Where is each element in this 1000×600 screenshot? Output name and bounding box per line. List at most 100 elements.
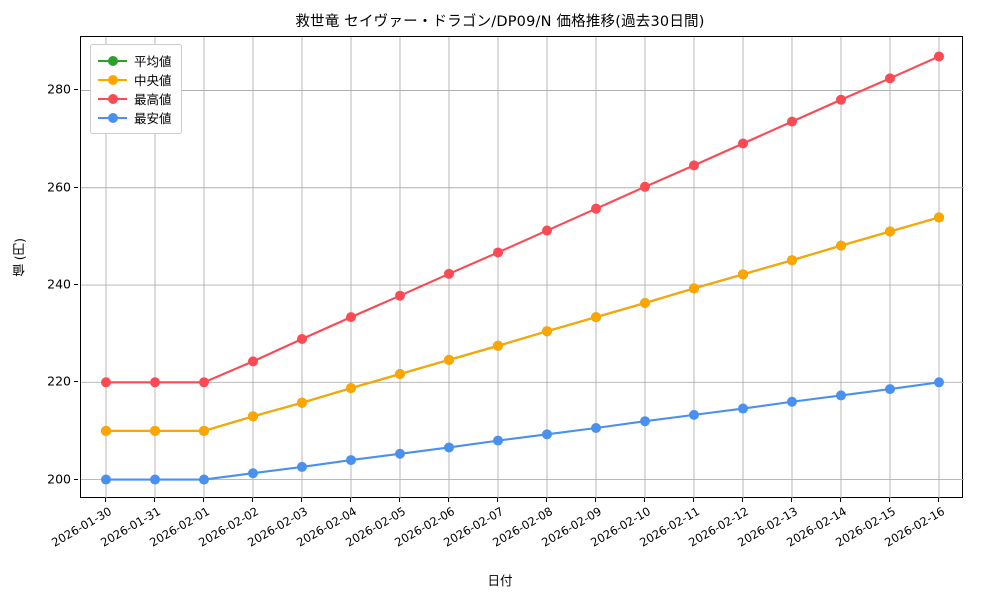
x-axis-tick-mark [595, 498, 596, 502]
legend-item-2[interactable]: 中央値 [98, 70, 172, 89]
data-point-marker [493, 340, 503, 351]
x-axis-tick-mark [546, 498, 547, 502]
x-axis-label: 日付 [487, 573, 513, 588]
data-point-marker [150, 474, 160, 485]
data-point-marker [346, 383, 356, 394]
legend-label: 最安値 [134, 111, 172, 126]
y-axis-tick-label: 220 [47, 373, 71, 389]
data-point-marker [787, 116, 797, 127]
series-3 [101, 51, 944, 388]
series-4 [101, 377, 944, 485]
data-point-marker [787, 396, 797, 407]
data-point-marker [395, 448, 405, 459]
series-line [104, 216, 941, 432]
data-point-marker [885, 384, 895, 395]
data-point-marker [542, 225, 552, 236]
data-point-marker [738, 403, 748, 414]
data-point-marker [248, 356, 258, 367]
x-axis-tick-mark [252, 498, 253, 502]
y-axis-tick-mark [74, 89, 78, 91]
data-point-marker [101, 425, 111, 436]
data-point-marker [395, 290, 405, 301]
chart-title: 救世竜 セイヴァー・ドラゴン/DP09/N 価格推移(過去30日間) [295, 14, 705, 30]
data-point-marker [297, 461, 307, 472]
y-axis-tick-labels: 200 220 240 260 280 [0, 36, 71, 498]
x-axis-tick-mark [889, 498, 890, 502]
data-point-marker [885, 73, 895, 84]
x-axis-tick-mark [301, 498, 302, 502]
data-point-marker [738, 269, 748, 280]
data-point-marker [101, 377, 111, 388]
x-axis-tick-marks [80, 498, 963, 504]
data-point-marker [493, 435, 503, 446]
data-point-marker [493, 247, 503, 258]
legend-label: 最高値 [134, 92, 172, 107]
data-point-marker [640, 181, 650, 192]
data-point-marker [297, 397, 307, 408]
data-point-marker [248, 411, 258, 422]
x-axis-tick-mark [448, 498, 449, 502]
x-axis-tick-mark [350, 498, 351, 502]
legend-label: 平均値 [134, 54, 172, 69]
data-point-marker [591, 422, 601, 433]
y-axis-tick-mark [74, 478, 78, 480]
x-axis-tick-mark [742, 498, 743, 502]
data-point-marker [689, 409, 699, 420]
data-series-layer [101, 51, 944, 485]
y-axis-tick-mark [74, 284, 78, 286]
series-line [104, 55, 941, 384]
data-point-marker [346, 455, 356, 466]
data-point-marker [101, 474, 111, 485]
data-point-marker [934, 212, 944, 223]
x-axis-tick-mark [791, 498, 792, 502]
y-axis-tick-label: 200 [47, 471, 71, 487]
legend-marker-icon [98, 55, 127, 67]
data-point-marker [591, 203, 601, 214]
x-axis-tick-mark [840, 498, 841, 502]
y-axis-tick-marks [0, 36, 80, 498]
x-axis-tick-labels: 2026-01-30 2026-01-31 2026-02-01 2026-02-02… [49, 504, 963, 574]
data-point-marker [297, 334, 307, 345]
series-line [104, 381, 941, 481]
data-point-marker [199, 425, 209, 436]
data-point-marker [542, 429, 552, 440]
data-point-marker [591, 312, 601, 323]
data-point-marker [885, 226, 895, 237]
data-point-marker [836, 240, 846, 251]
series-1 [101, 212, 944, 436]
data-point-marker [787, 255, 797, 266]
data-point-marker [542, 326, 552, 337]
y-axis-tick-label: 280 [47, 81, 71, 97]
data-point-marker [150, 377, 160, 388]
plot-area [80, 36, 964, 499]
data-point-marker [199, 377, 209, 388]
x-axis-tick-mark [938, 498, 939, 502]
data-point-marker [934, 51, 944, 62]
data-point-marker [444, 354, 454, 365]
data-point-marker [640, 416, 650, 427]
data-point-marker [836, 94, 846, 105]
legend-item-4[interactable]: 最安値 [98, 108, 172, 127]
legend-marker-icon [98, 93, 127, 105]
data-point-marker [199, 474, 209, 485]
legend-marker-icon [98, 112, 127, 124]
data-point-marker [444, 268, 454, 279]
data-point-marker [444, 442, 454, 453]
legend-item-1[interactable]: 平均値 [98, 51, 172, 70]
legend-label: 中央値 [134, 73, 172, 88]
data-point-marker [934, 377, 944, 388]
chart-legend: 平均値中央値最高値最安値 [90, 44, 182, 134]
x-axis-tick-mark [644, 498, 645, 502]
series-2 [101, 212, 944, 436]
x-axis-tick-mark [203, 498, 204, 502]
data-point-marker [836, 390, 846, 401]
data-point-marker [689, 160, 699, 171]
data-point-marker [640, 298, 650, 309]
data-point-marker [346, 312, 356, 323]
y-axis-tick-label: 240 [47, 276, 71, 292]
legend-item-3[interactable]: 最高値 [98, 89, 172, 108]
data-point-marker [248, 468, 258, 479]
x-axis-tick-mark [497, 498, 498, 502]
y-axis-tick-mark [74, 186, 78, 188]
